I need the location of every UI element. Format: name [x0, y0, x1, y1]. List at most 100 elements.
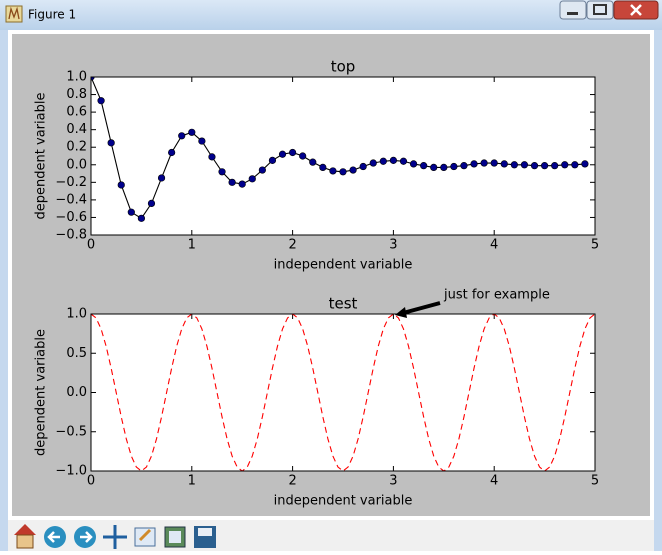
x-tick-label: 0 — [87, 474, 95, 489]
x-tick-label: 3 — [389, 474, 397, 489]
marker — [500, 160, 508, 168]
plot-data — [91, 314, 595, 471]
marker — [147, 199, 156, 207]
marker — [571, 161, 579, 169]
marker — [117, 181, 125, 189]
marker — [510, 161, 518, 169]
y-tick-label: −0.2 — [55, 175, 87, 190]
y-tick-label: 0.2 — [66, 140, 87, 155]
marker — [349, 166, 357, 174]
chart-title: test — [329, 295, 358, 313]
marker — [188, 128, 196, 136]
forward-button[interactable] — [74, 526, 96, 548]
x-tick-label: 3 — [389, 238, 397, 253]
x-tick-label: 0 — [87, 238, 95, 253]
x-tick-label: 2 — [288, 238, 296, 253]
y-tick-label: 1.0 — [66, 70, 87, 85]
maximize-button[interactable] — [586, 0, 614, 20]
marker — [480, 159, 488, 167]
pan-button[interactable] — [103, 525, 127, 549]
marker — [319, 163, 327, 172]
y-tick-label: 0.0 — [66, 157, 87, 172]
marker — [540, 162, 549, 170]
y-tick-label: −0.8 — [55, 228, 87, 243]
plot-frame — [90, 76, 596, 236]
x-tick-label: 5 — [591, 474, 599, 489]
marker — [581, 160, 589, 168]
x-tick-label: 2 — [288, 474, 296, 489]
line — [91, 314, 595, 471]
annotation-arrow — [402, 301, 441, 315]
y-tick-label: −1.0 — [55, 464, 87, 479]
x-axis-label: independent variable — [274, 494, 413, 509]
zoom-button[interactable] — [134, 527, 156, 547]
y-tick-label: 0.5 — [66, 346, 87, 361]
marker — [97, 97, 105, 105]
y-tick-label: 0.4 — [66, 122, 87, 137]
y-tick-label: 1.0 — [66, 307, 87, 322]
marker — [420, 162, 428, 170]
marker — [289, 148, 297, 157]
marker — [520, 161, 529, 169]
marker — [228, 178, 236, 186]
marker — [470, 160, 478, 168]
x-tick-label: 1 — [188, 238, 196, 253]
marker — [399, 157, 408, 165]
marker — [218, 168, 226, 176]
chart-title: top — [331, 58, 356, 76]
y-tick-label: 0.6 — [66, 105, 87, 120]
annotation-arrowhead — [395, 307, 407, 318]
marker — [107, 139, 115, 147]
marker — [329, 167, 337, 175]
marker — [490, 159, 498, 167]
window-title: Figure 1 — [28, 8, 76, 22]
x-tick-label: 1 — [188, 474, 196, 489]
back-button[interactable] — [44, 526, 66, 548]
marker — [198, 137, 206, 145]
marker — [379, 157, 387, 165]
subplots-button[interactable] — [164, 526, 186, 548]
marker — [168, 148, 176, 157]
marker — [389, 156, 398, 164]
marker — [561, 161, 569, 169]
marker — [157, 174, 166, 182]
marker — [248, 175, 256, 183]
plot-data — [91, 77, 589, 222]
marker — [409, 160, 418, 168]
marker — [460, 162, 468, 170]
minimize-button[interactable] — [559, 0, 587, 20]
marker — [299, 152, 307, 160]
marker — [369, 159, 377, 167]
plot-area — [91, 77, 595, 235]
marker — [268, 156, 277, 164]
plot-frame — [90, 313, 596, 472]
x-axis-label: independent variable — [274, 258, 413, 273]
save-button[interactable] — [194, 526, 216, 548]
y-tick-label: 0.0 — [66, 385, 87, 400]
marker — [339, 168, 347, 176]
y-tick-label: −0.5 — [55, 424, 87, 439]
marker — [309, 158, 317, 166]
marker — [551, 162, 559, 170]
y-tick-label: 0.8 — [66, 87, 87, 102]
toolbar-buttons — [14, 524, 216, 549]
plot-area — [91, 314, 595, 471]
marker — [450, 162, 458, 171]
x-tick-label: 4 — [490, 474, 498, 489]
marker — [208, 153, 216, 161]
marker — [178, 132, 186, 140]
y-axis-label: dependent variable — [34, 329, 49, 456]
marker — [258, 166, 266, 174]
marker — [127, 208, 135, 216]
title-bar — [0, 0, 662, 30]
marker — [440, 163, 448, 172]
marker — [278, 150, 287, 158]
x-tick-label: 5 — [591, 238, 599, 253]
x-tick-label: 4 — [490, 238, 498, 253]
marker — [530, 162, 539, 170]
y-tick-label: −0.4 — [55, 192, 87, 207]
home-button[interactable] — [14, 524, 36, 549]
app-icon — [5, 5, 23, 23]
y-axis-label: dependent variable — [34, 93, 49, 220]
